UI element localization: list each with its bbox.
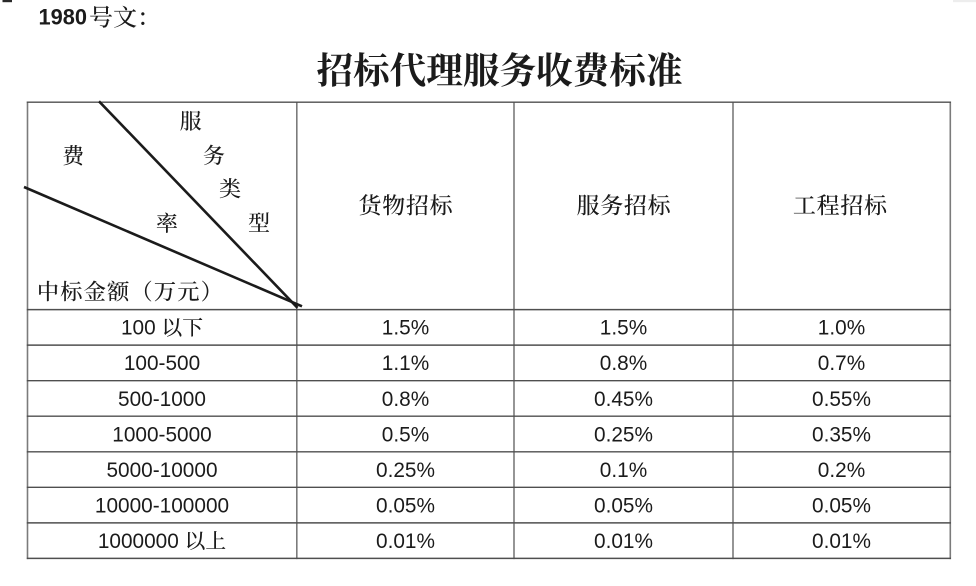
svg-text:10000-100000: 10000-100000	[95, 494, 229, 517]
svg-text:1.1%: 1.1%	[382, 352, 429, 375]
svg-text:0.05%: 0.05%	[812, 494, 871, 517]
svg-text:1.0%: 1.0%	[818, 317, 865, 340]
svg-text:0.01%: 0.01%	[376, 530, 435, 553]
svg-text:0.05%: 0.05%	[376, 494, 435, 517]
svg-text:0.8%: 0.8%	[382, 388, 429, 411]
svg-text:0.1%: 0.1%	[600, 459, 647, 482]
svg-text:0.5%: 0.5%	[382, 423, 429, 446]
svg-text:0.55%: 0.55%	[812, 388, 871, 411]
svg-text:1000000: 1000000	[98, 530, 179, 553]
svg-text:0.01%: 0.01%	[812, 530, 871, 553]
svg-text:0.25%: 0.25%	[594, 423, 653, 446]
svg-text:1980: 1980	[39, 5, 88, 30]
svg-text:100-500: 100-500	[124, 352, 200, 375]
svg-text:5000-10000: 5000-10000	[106, 459, 217, 482]
svg-text:0.7%: 0.7%	[818, 352, 865, 375]
svg-text:0.35%: 0.35%	[812, 423, 871, 446]
svg-text:1.5%: 1.5%	[600, 317, 647, 340]
svg-text:1000-5000: 1000-5000	[112, 423, 211, 446]
svg-text:0.2%: 0.2%	[818, 459, 865, 482]
svg-text:1.5%: 1.5%	[382, 317, 429, 340]
svg-text:0.05%: 0.05%	[594, 494, 653, 517]
svg-text:0.45%: 0.45%	[594, 388, 653, 411]
svg-text:500-1000: 500-1000	[118, 388, 206, 411]
svg-text:0.8%: 0.8%	[600, 352, 647, 375]
svg-text:100: 100	[121, 317, 156, 340]
svg-text:0.25%: 0.25%	[376, 459, 435, 482]
svg-text:0.01%: 0.01%	[594, 530, 653, 553]
